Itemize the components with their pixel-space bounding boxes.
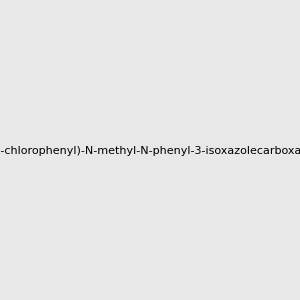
Text: 5-(3-chlorophenyl)-N-methyl-N-phenyl-3-isoxazolecarboxamide: 5-(3-chlorophenyl)-N-methyl-N-phenyl-3-i… <box>0 146 300 157</box>
